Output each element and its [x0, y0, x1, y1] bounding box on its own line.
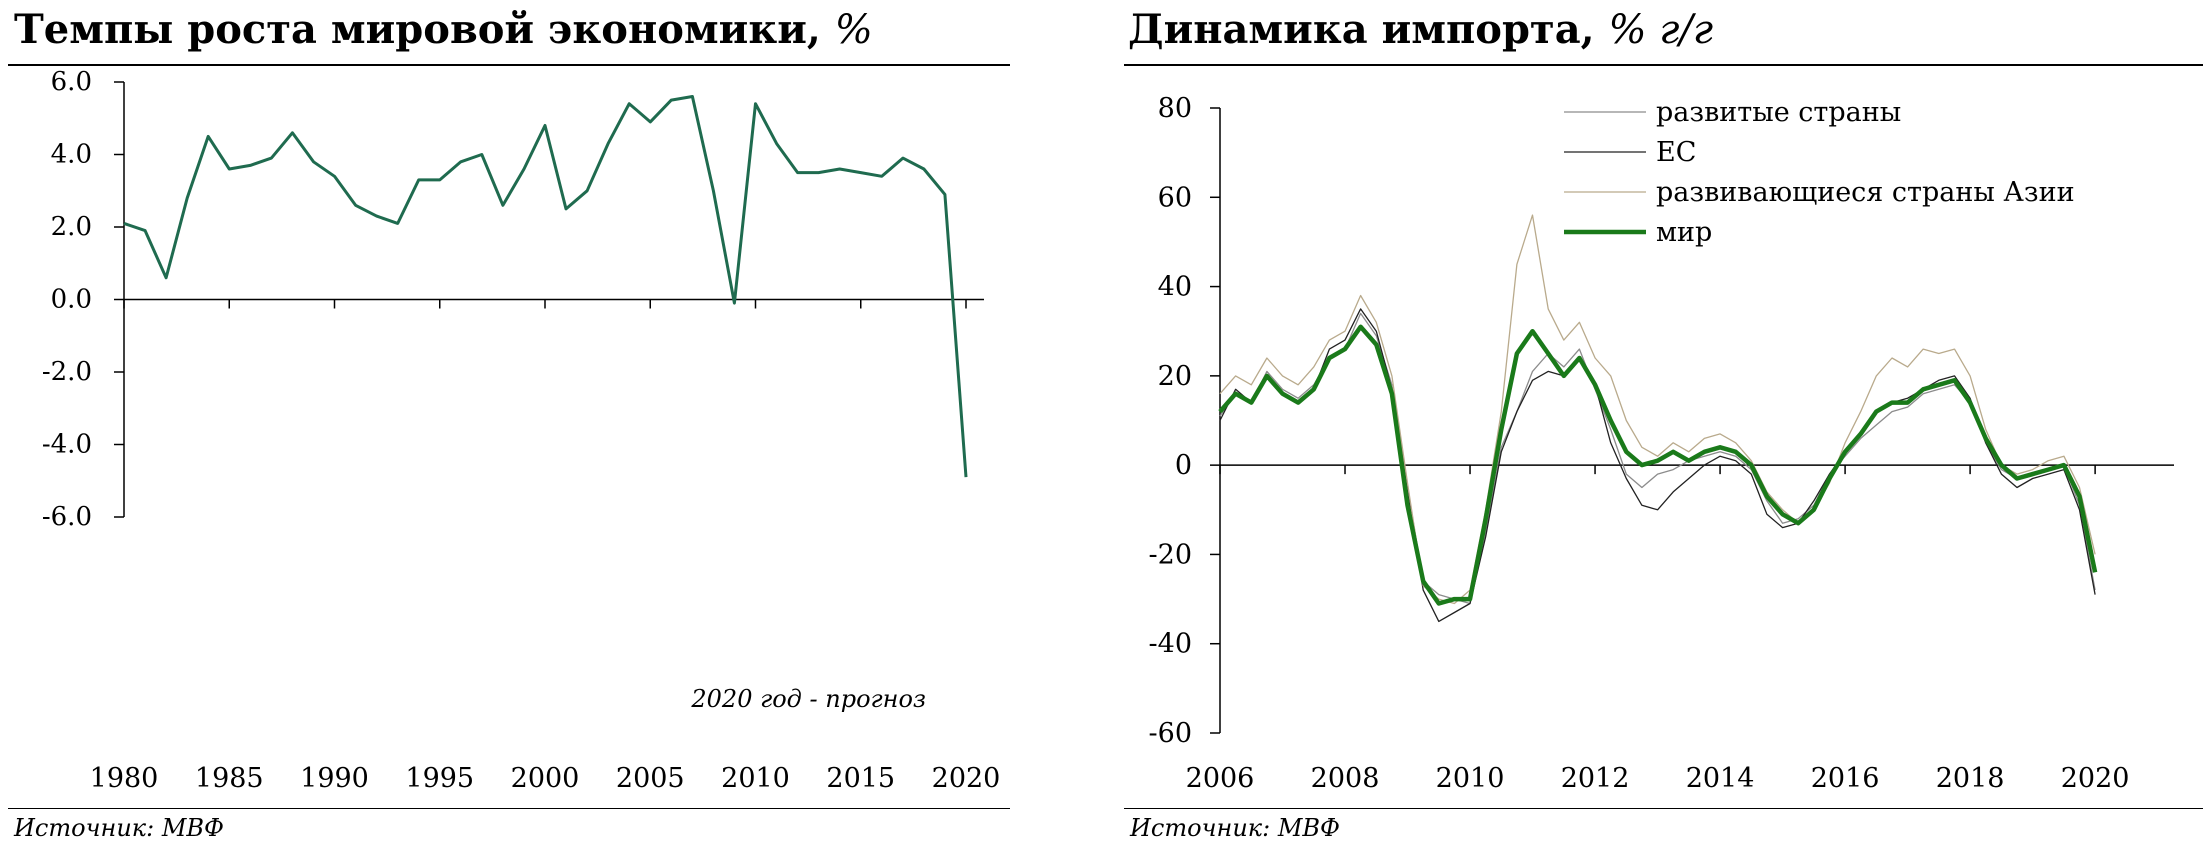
left-x-tick-label: 2005 [616, 763, 685, 794]
right-series-line-2 [1219, 214, 2096, 605]
right-bottom-rule [1124, 808, 2203, 809]
left-x-tick-label: 1995 [405, 763, 474, 794]
right-x-tick-label: 2010 [1436, 763, 1505, 794]
right-y-tick-label: 40 [1158, 272, 1192, 303]
right-series-line-0 [1219, 312, 2096, 605]
right-source-note: Источник: МВФ [1130, 814, 1340, 842]
left-chart-title: Темпы роста мировой экономики, % [14, 6, 873, 53]
left-chart-title-text: Темпы роста мировой экономики, [14, 6, 821, 53]
right-legend-label-1: ЕС [1656, 137, 1696, 168]
left-x-tick-label: 2015 [826, 763, 895, 794]
right-title-rule [1124, 64, 2203, 66]
left-x-tick-label: 2000 [511, 763, 580, 794]
right-legend-label-3: мир [1656, 217, 1712, 248]
right-y-tick-label: 80 [1158, 93, 1192, 124]
right-x-tick-label: 2006 [1186, 763, 1255, 794]
left-y-tick-label: 4.0 [51, 140, 92, 170]
left-y-tick-label: -2.0 [42, 357, 92, 387]
right-chart-plot: 80 60 40 20 0 -20 -40 -60 2006 2008 2010 2012 2014 20… [1149, 93, 2174, 794]
right-x-tick-label: 2008 [1311, 763, 1380, 794]
right-x-tick-label: 2016 [1811, 763, 1880, 794]
right-series-line-3 [1218, 324, 2098, 606]
left-bottom-rule [8, 808, 1010, 809]
right-chart-title-text: Динамика импорта, [1128, 6, 1595, 53]
left-y-tick-label: -4.0 [42, 430, 92, 460]
right-x-tick-label: 2018 [1936, 763, 2005, 794]
right-y-tick-label: -20 [1149, 539, 1192, 570]
right-y-tick-label: 0 [1175, 450, 1192, 481]
right-y-tick-label: -40 [1149, 629, 1192, 660]
left-y-tick-label: 0.0 [51, 285, 92, 315]
right-chart-title-unit: % г/г [1608, 7, 1714, 53]
left-chart-panel: Темпы роста мировой экономики, % 6.0 4.0 2… [0, 0, 1016, 851]
right-x-tick-label: 2014 [1686, 763, 1755, 794]
right-x-tick-label: 2020 [2061, 763, 2130, 794]
left-forecast-annotation: 2020 год - прогноз [690, 685, 926, 713]
right-y-tick-label: -60 [1149, 718, 1192, 749]
left-source-note: Источник: МВФ [14, 814, 224, 842]
left-y-tick-label: 6.0 [51, 67, 92, 97]
right-y-tick-label: 60 [1158, 182, 1192, 213]
right-x-tick-label: 2012 [1561, 763, 1630, 794]
right-chart-title: Динамика импорта, % г/г [1128, 6, 1713, 53]
right-series-line-1 [1219, 308, 2096, 623]
left-x-tick-label: 1985 [195, 763, 264, 794]
left-growth-line [123, 95, 968, 478]
left-y-tick-label: -6.0 [42, 502, 92, 532]
right-legend-label-0: развитые страны [1656, 97, 1901, 128]
right-y-tick-label: 20 [1158, 361, 1192, 392]
left-x-tick-label: 2010 [721, 763, 790, 794]
left-x-tick-label: 1990 [300, 763, 369, 794]
right-legend-label-2: развивающиеся страны Азии [1656, 177, 2075, 208]
left-title-rule [8, 64, 1010, 66]
left-x-tick-label: 2020 [932, 763, 1001, 794]
left-y-tick-label: 2.0 [51, 212, 92, 242]
left-chart-title-unit: % [834, 7, 873, 53]
left-x-tick-label: 1980 [90, 763, 159, 794]
left-chart-plot: 6.0 4.0 2.0 0.0 -2.0 -4.0 -6.0 1980 1985 1990 1995… [42, 67, 1001, 794]
right-chart-panel: Динамика импорта, % г/г 80 60 40 20 0 -20 -40 -… [1124, 0, 2203, 851]
